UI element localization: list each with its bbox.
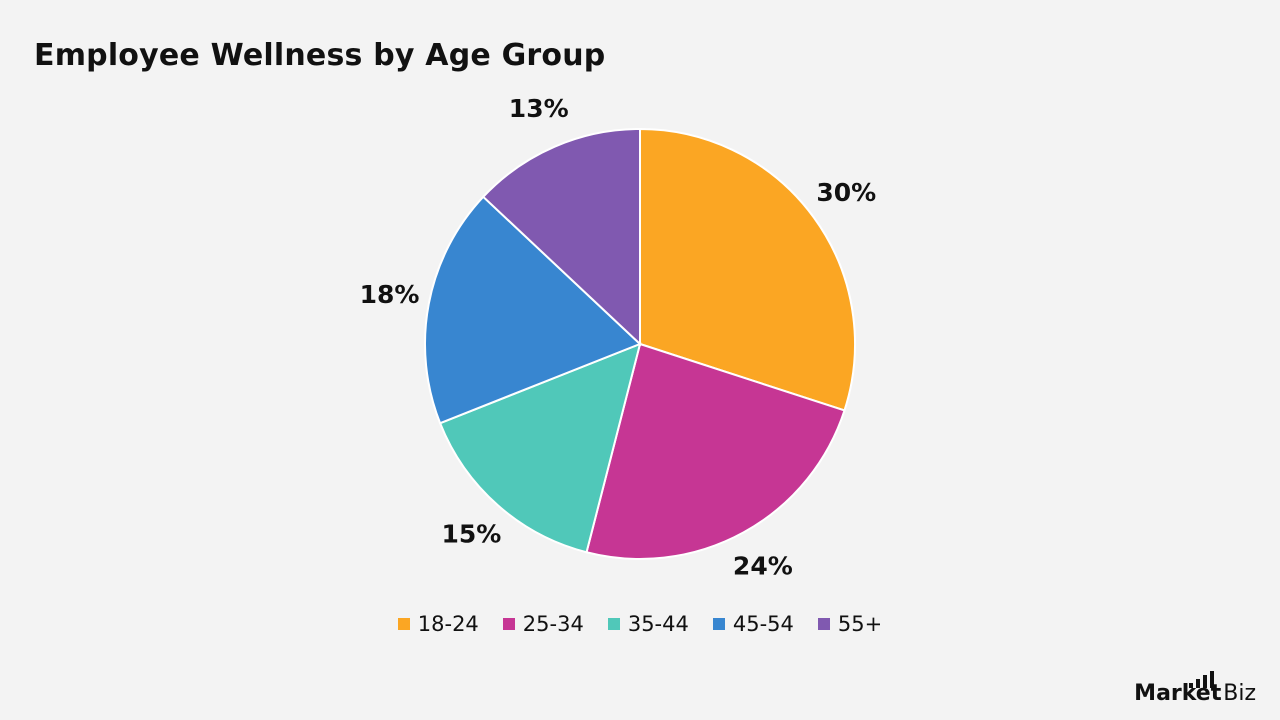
legend-item-18-24: 18-24 xyxy=(397,612,479,636)
pie-slice-18-24 xyxy=(639,127,856,412)
legend-swatch xyxy=(712,618,725,630)
data-label-45-54: 18% xyxy=(360,280,420,309)
data-label-25-34: 24% xyxy=(733,551,793,580)
chart-legend: 18-24 25-34 35-44 45-54 55+ xyxy=(0,612,1280,636)
legend-label: 35-44 xyxy=(627,612,689,636)
pie-slice-45-54 xyxy=(424,195,642,425)
data-label-55+: 13% xyxy=(509,94,569,123)
brand-name-rest: .Biz xyxy=(1216,681,1256,706)
legend-swatch xyxy=(607,618,620,630)
data-label-18-24: 30% xyxy=(816,178,876,207)
legend-item-25-34: 25-34 xyxy=(502,612,584,636)
legend-item-55+: 55+ xyxy=(817,612,883,636)
legend-item-45-54: 45-54 xyxy=(712,612,794,636)
pie-slice-25-34 xyxy=(585,342,846,560)
pie-slice-35-44 xyxy=(438,342,642,554)
legend-label: 18-24 xyxy=(417,612,479,636)
brand-logo: Market .Biz xyxy=(1134,671,1256,706)
legend-label: 25-34 xyxy=(522,612,584,636)
chart-title: Employee Wellness by Age Group xyxy=(34,38,606,73)
legend-swatch xyxy=(817,618,830,630)
legend-swatch xyxy=(397,618,410,630)
legend-swatch xyxy=(502,618,515,630)
legend-label: 45-54 xyxy=(732,612,794,636)
legend-item-35-44: 35-44 xyxy=(607,612,689,636)
brand-bars-icon xyxy=(1189,671,1215,688)
data-label-35-44: 15% xyxy=(441,519,501,548)
pie-slice-55+ xyxy=(481,127,641,347)
legend-label: 55+ xyxy=(837,612,883,636)
